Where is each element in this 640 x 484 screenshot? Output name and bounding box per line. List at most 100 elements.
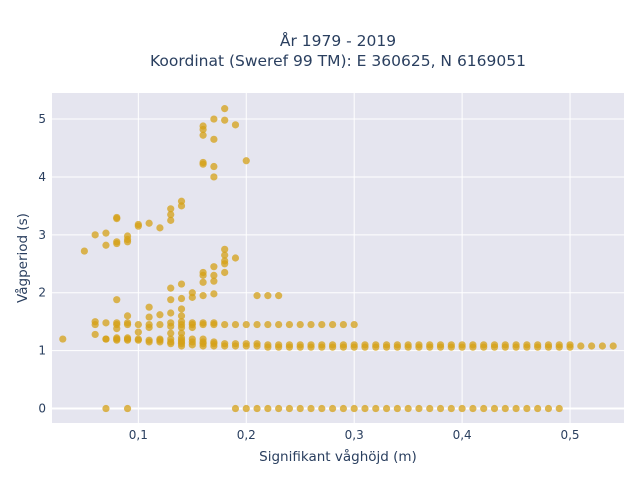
data-point <box>145 303 153 311</box>
data-point <box>307 404 315 413</box>
data-point <box>523 341 531 349</box>
plot-area <box>52 93 624 423</box>
data-point <box>469 404 477 413</box>
data-point <box>544 404 553 413</box>
data-point <box>426 341 434 349</box>
data-point <box>447 341 455 349</box>
data-point <box>329 320 337 329</box>
data-point <box>188 289 196 297</box>
data-point <box>436 341 445 349</box>
data-point <box>167 284 175 292</box>
data-point <box>123 334 132 342</box>
data-point <box>210 162 218 171</box>
data-point <box>275 404 283 413</box>
data-point <box>458 341 466 349</box>
data-point <box>123 404 132 413</box>
data-point <box>167 329 175 337</box>
y-tick-label: 3 <box>38 228 46 242</box>
data-point <box>156 311 164 319</box>
data-point <box>113 238 121 246</box>
data-point <box>177 305 186 313</box>
data-point <box>609 342 617 350</box>
data-point <box>253 340 261 348</box>
grid-layer <box>52 93 624 423</box>
data-point <box>113 334 121 342</box>
data-point <box>102 319 110 327</box>
x-tick-label: 0,3 <box>345 428 364 442</box>
data-point <box>199 319 207 327</box>
data-point <box>177 280 186 288</box>
data-point <box>231 254 240 262</box>
data-point <box>188 319 196 327</box>
data-point <box>534 341 542 349</box>
data-point <box>134 328 142 336</box>
data-point <box>199 335 207 343</box>
data-point <box>134 335 142 343</box>
data-point <box>361 404 369 413</box>
chart-title-line1: År 1979 - 2019 <box>280 31 396 50</box>
data-point <box>393 341 401 349</box>
data-point <box>480 404 488 413</box>
data-point <box>91 231 99 239</box>
data-point <box>199 278 207 286</box>
data-point <box>523 404 531 413</box>
data-point <box>210 263 218 271</box>
data-point <box>145 313 153 321</box>
data-point <box>123 319 132 327</box>
data-point <box>199 268 207 277</box>
data-point <box>329 341 337 349</box>
data-point <box>145 336 153 344</box>
data-point <box>221 268 229 277</box>
data-point <box>210 290 218 298</box>
data-point <box>458 404 466 413</box>
data-point <box>113 296 121 304</box>
data-point <box>210 338 218 346</box>
data-point <box>210 271 218 279</box>
data-point <box>253 292 261 300</box>
data-point <box>102 241 110 249</box>
data-point <box>167 296 175 304</box>
data-point <box>275 320 283 329</box>
data-point <box>512 341 520 349</box>
data-point <box>264 404 272 413</box>
data-point <box>555 341 563 349</box>
data-point <box>501 341 509 349</box>
data-point <box>415 404 423 413</box>
points-layer <box>59 105 617 413</box>
y-tick-label: 1 <box>38 344 46 358</box>
data-point <box>177 197 186 205</box>
data-point <box>231 121 240 129</box>
data-point <box>382 404 391 413</box>
data-point <box>221 340 229 348</box>
data-point <box>339 404 347 413</box>
data-point <box>156 224 164 232</box>
data-point <box>221 105 229 113</box>
data-point <box>318 341 326 349</box>
data-point <box>566 341 574 349</box>
data-point <box>221 116 229 124</box>
data-point <box>145 320 153 329</box>
data-point <box>242 340 250 348</box>
data-point <box>339 320 347 329</box>
data-point <box>134 220 142 229</box>
data-point <box>59 335 67 343</box>
data-point <box>188 335 196 343</box>
data-point <box>102 335 110 343</box>
data-point <box>156 335 164 343</box>
data-point <box>426 404 434 413</box>
data-point <box>490 341 499 349</box>
data-point <box>512 404 520 413</box>
data-point <box>156 320 164 329</box>
data-point <box>199 122 207 130</box>
data-point <box>490 404 499 413</box>
data-point <box>177 318 186 326</box>
x-tick-labels: 0,1 0,2 0,3 0,4 0,5 <box>129 428 580 442</box>
data-point <box>242 157 250 165</box>
x-tick-label: 0,4 <box>453 428 472 442</box>
data-point <box>199 131 207 139</box>
chart-title-line2: Koordinat (Sweref 99 TM): E 360625, N 61… <box>150 52 526 70</box>
data-point <box>253 404 261 413</box>
data-point <box>221 320 229 329</box>
data-point <box>275 292 283 300</box>
